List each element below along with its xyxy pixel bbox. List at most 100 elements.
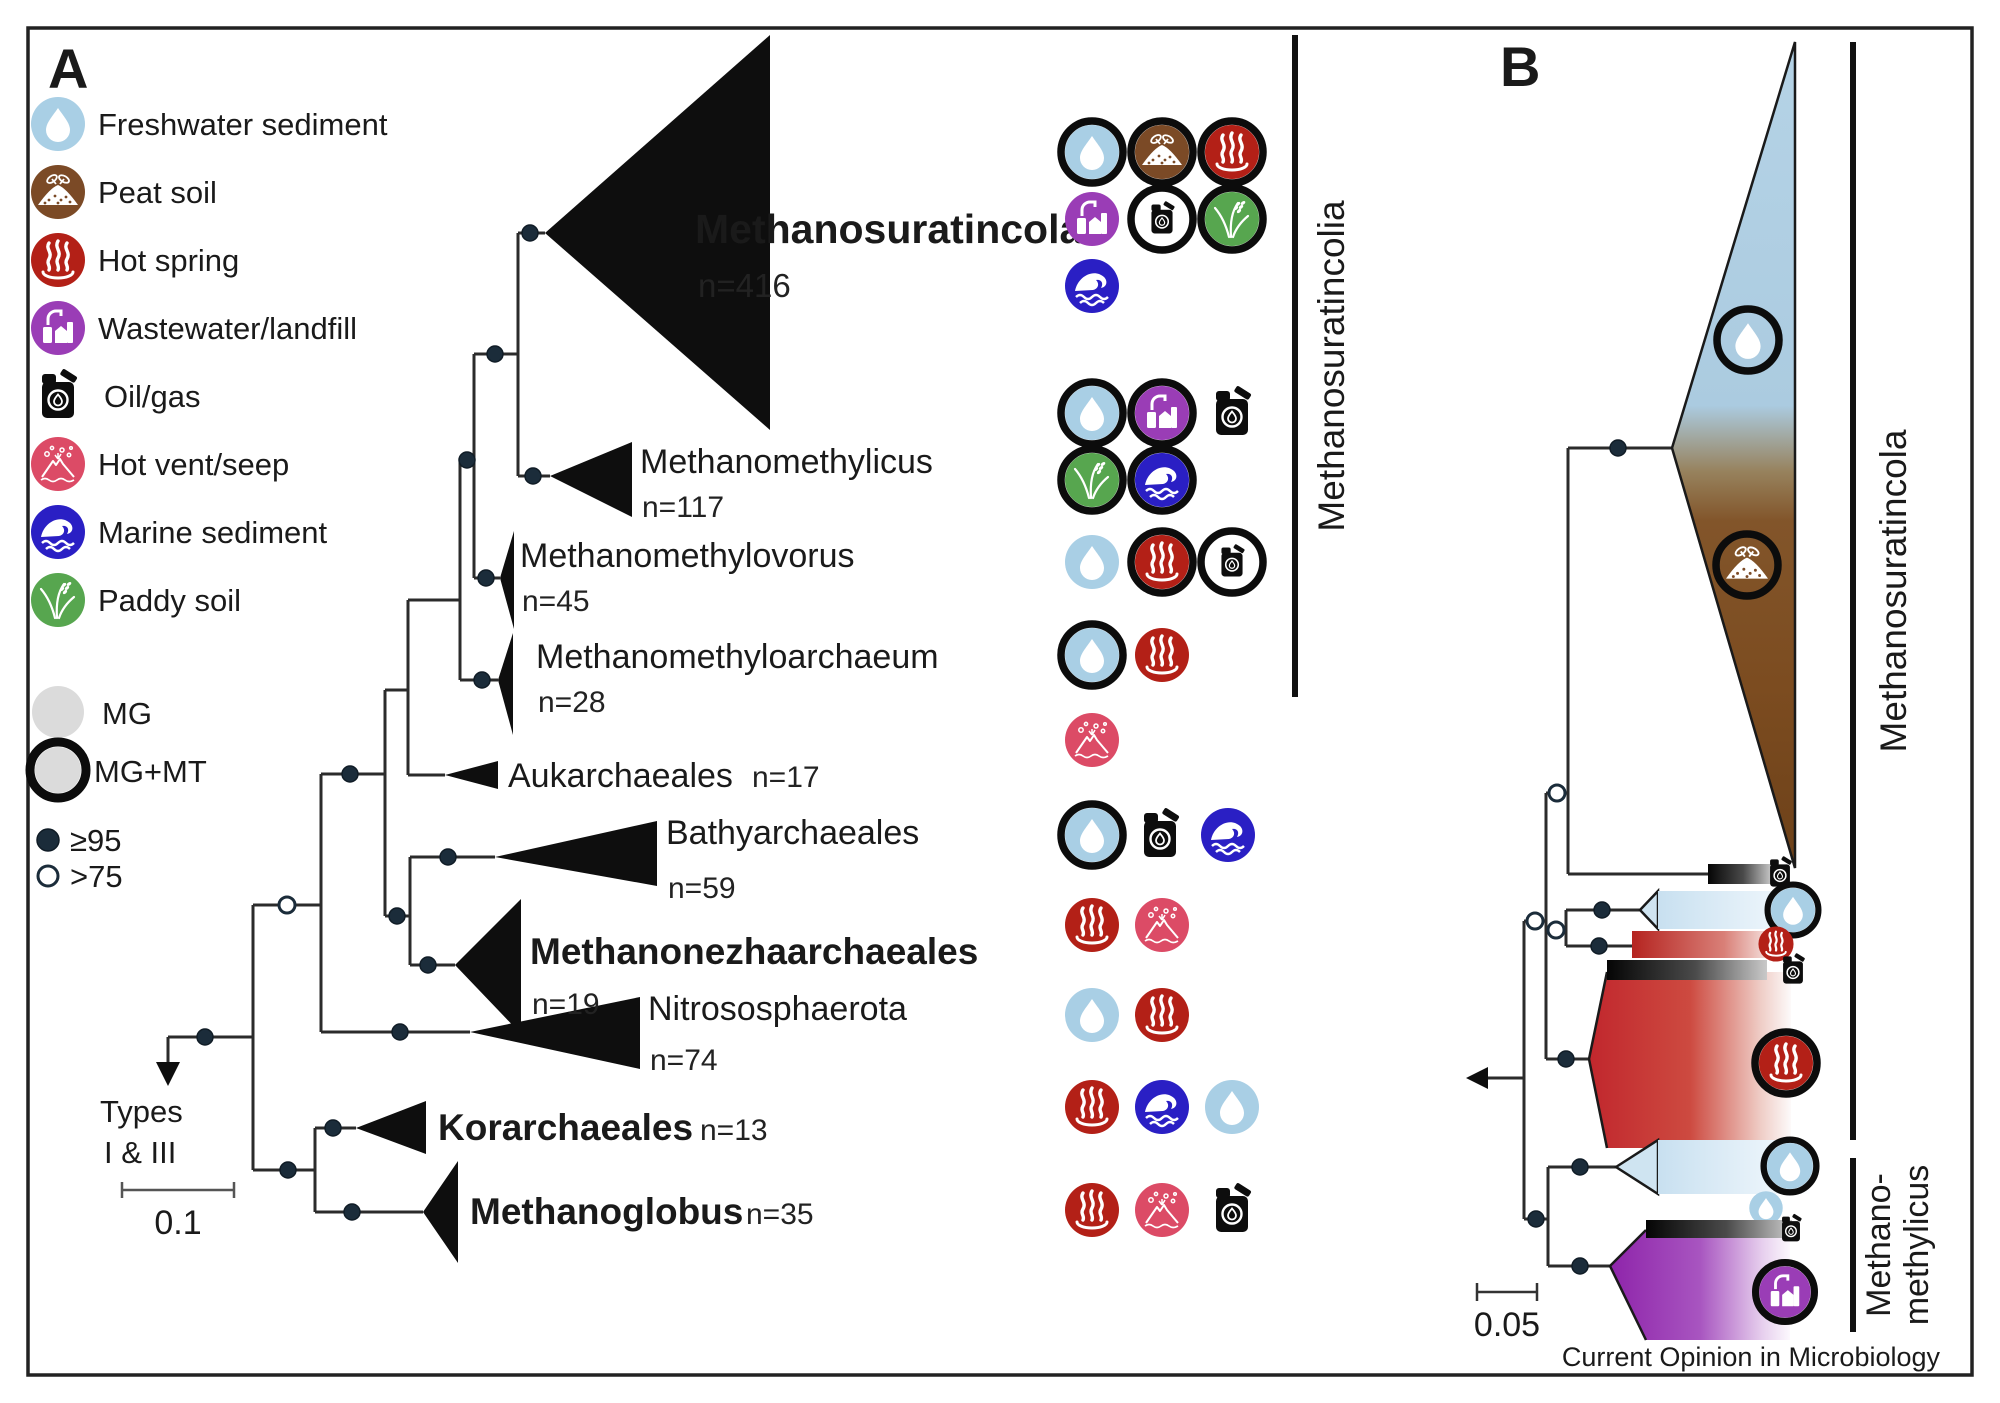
clade-triangle-aukarchaeales (445, 761, 498, 789)
clade-n: n=59 (668, 872, 736, 905)
marine-sediment-icon (1201, 808, 1255, 862)
clade-n: n=45 (522, 585, 590, 618)
marine-sediment-icon (1065, 259, 1119, 313)
hot-spring-gradient-clade (1587, 952, 1821, 1149)
clade-triangle-methanomethylicus (550, 442, 632, 517)
clade-label: Aukarchaeales (508, 757, 733, 795)
clade-triangle-korarchaeales (356, 1101, 426, 1154)
methanosuratincolia-bracket-label: Methanosuratincolia (1311, 200, 1352, 532)
hot-spring-icon (1065, 898, 1119, 952)
clade-triangle-nitrososphaerota (470, 997, 640, 1069)
oil-gas-bar-lineage (1708, 855, 1793, 888)
freshwater-bar-lineage-upper (1638, 881, 1822, 939)
journal-name: Current Opinion in Microbiology (1562, 1342, 1941, 1372)
bootstrap-legend: ≥95 >75 (36, 823, 123, 894)
freshwater-sediment-ringed-icon (1760, 1136, 1820, 1196)
open-node-icon (36, 864, 60, 888)
clade-label: Methanomethylicus (640, 443, 933, 481)
freshwater-sediment-icon (1065, 988, 1119, 1042)
freshwater-sediment-icon (1205, 1080, 1259, 1134)
hot-spring-icon (1065, 1183, 1119, 1237)
clade-n: n=117 (642, 491, 724, 524)
hot-spring-ringed-icon (1127, 527, 1197, 597)
peat-soil-icon (31, 165, 85, 219)
clade-label: Korarchaeales (438, 1107, 693, 1148)
marker-legend: MG MG+MT (25, 686, 207, 803)
panel-a-clade-triangles (156, 35, 770, 1263)
mg-mt-label: MG+MT (94, 754, 207, 789)
clade-triangle-methanoglobus (423, 1161, 458, 1263)
filled-node-icon (36, 828, 60, 852)
peat-soil-ringed-icon (1127, 117, 1197, 187)
marine-sediment-ringed-icon (1127, 445, 1197, 515)
clade-triangle-methanonezhaarchaeales (455, 899, 521, 1034)
mg-label: MG (102, 696, 152, 731)
panel-a-clade-labels: Methanosuratincola n=416 Methanomethylic… (438, 206, 1083, 1232)
bootstrap-high-label: ≥95 (70, 823, 122, 858)
clade-n: n=28 (538, 686, 606, 719)
legend-label: Wastewater/landfill (98, 311, 357, 346)
clade-label: Nitrososphaerota (648, 990, 907, 1028)
clade-triangle-methanosuratincola (545, 35, 770, 430)
clade-n: n=19 (532, 988, 600, 1021)
hot-spring-icon (1758, 926, 1793, 961)
clade-n: n=35 (746, 1198, 814, 1231)
clade-n: n=13 (700, 1114, 768, 1147)
clade-label: Methanosuratincola (695, 206, 1083, 252)
clade-n: n=74 (650, 1044, 718, 1077)
clade-n: n=416 (698, 267, 791, 304)
freshwater-sediment-ringed-icon (1713, 305, 1783, 375)
wastewater-landfill-icon (1065, 192, 1119, 246)
hot-vent-seep-icon (1135, 898, 1189, 952)
mg-mt-icon (25, 737, 91, 803)
open-node (277, 895, 297, 915)
oil-gas-ringed-icon (1127, 184, 1197, 254)
freshwater-sediment-ringed-icon (1764, 881, 1822, 939)
scale-bar-label: 0.1 (154, 1204, 201, 1242)
clade-label: Methanomethylovorus (520, 537, 855, 575)
clade-n: n=17 (752, 761, 820, 794)
clade-label: Methanoglobus (470, 1191, 743, 1232)
wastewater-gradient-clade (1608, 1212, 1819, 1341)
outgroup-label-line2: I & III (104, 1135, 176, 1170)
hot-spring-ringed-icon (1197, 117, 1267, 187)
methanosuratincola-bracket-label: Methanosuratincola (1873, 429, 1914, 752)
hot-spring-icon (1065, 1080, 1119, 1134)
panel-a-icon-grid (1057, 117, 1267, 1237)
panel-a-label: A (48, 37, 88, 100)
legend-label: Hot spring (98, 243, 239, 278)
legend-label: Paddy soil (98, 583, 241, 618)
legend-label: Marine sediment (98, 515, 328, 550)
freshwater-sediment-ringed-icon (1057, 117, 1127, 187)
freshwater-sediment-icon (1749, 1191, 1783, 1225)
legend-label: Freshwater sediment (98, 107, 388, 142)
hot-vent-seep-icon (31, 437, 85, 491)
methanomethylicus-bracket-label-line1: Methano- (1860, 1173, 1898, 1317)
freshwater-bar-lineage-lower (1613, 1136, 1820, 1225)
freshwater-peat-gradient-clade (1670, 41, 1797, 869)
methanomethylicus-bracket-label-line2: methylicus (1898, 1165, 1936, 1326)
paddy-soil-ringed-icon (1197, 184, 1267, 254)
hot-vent-seep-icon (1065, 713, 1119, 767)
peat-soil-ringed-icon (1712, 530, 1782, 600)
paddy-soil-icon (31, 573, 85, 627)
hot-spring-icon (31, 233, 85, 287)
freshwater-sediment-ringed-icon (1057, 378, 1127, 448)
hot-vent-seep-icon (1135, 1183, 1189, 1237)
scale-bar-label: 0.05 (1474, 1306, 1540, 1344)
marine-sediment-icon (1135, 1080, 1189, 1134)
hot-spring-bar-lineage (1632, 926, 1794, 961)
panel-b-scale-bar: 0.05 (1474, 1283, 1540, 1344)
wastewater-landfill-ringed-icon (1127, 378, 1197, 448)
wastewater-landfill-ringed-icon (1751, 1258, 1819, 1326)
panel-b-label: B (1500, 35, 1540, 98)
clade-label: Bathyarchaeales (666, 814, 919, 852)
panel-a-scale-bar: 0.1 (120, 1182, 236, 1242)
legend-label: Oil/gas (104, 379, 200, 414)
freshwater-sediment-ringed-icon (1057, 800, 1127, 870)
clade-label: Methanonezhaarchaeales (530, 931, 978, 972)
oil-gas-ringed-icon (1197, 527, 1267, 597)
clade-triangle-methanomethyloarchaeum (498, 633, 513, 735)
hot-spring-ringed-icon (1751, 1028, 1821, 1098)
